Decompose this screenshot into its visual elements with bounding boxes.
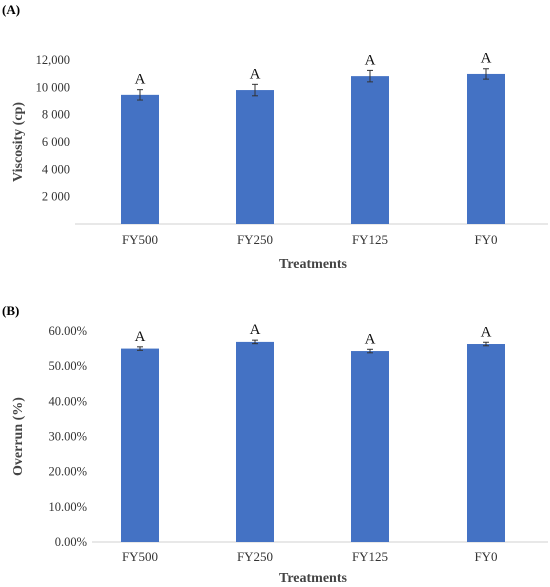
significance-letter: A (481, 51, 492, 67)
category-label: FY500 (122, 232, 158, 247)
y-axis-title: Viscosity (cp) (11, 102, 26, 182)
y-tick-label: 40.00% (48, 394, 87, 408)
y-tick-label: 6 000 (42, 135, 70, 149)
y-axis-title: Overrun (%) (11, 397, 26, 476)
bar (351, 76, 389, 224)
category-label: FY0 (474, 549, 497, 564)
significance-letter: A (365, 331, 376, 347)
category-label: FY250 (237, 549, 273, 564)
panel-label: (A) (2, 2, 20, 17)
bar (121, 94, 159, 224)
bar (467, 73, 505, 224)
significance-letter: A (135, 72, 146, 88)
bar (121, 348, 159, 542)
significance-letter: A (250, 322, 261, 338)
y-tick-label: 0.00% (55, 535, 87, 549)
y-tick-label: 10.00% (48, 500, 87, 514)
y-tick-label: 2 000 (42, 190, 70, 204)
significance-letter: A (135, 329, 146, 345)
bar (236, 341, 274, 542)
category-label: FY500 (122, 549, 158, 564)
category-label: FY125 (352, 232, 388, 247)
x-axis-title: Treatments (279, 257, 347, 272)
significance-letter: A (365, 52, 376, 68)
y-tick-label: 8 000 (42, 108, 70, 122)
bar (236, 90, 274, 224)
y-tick-label: 4 000 (42, 162, 70, 176)
y-tick-label: 12,000 (36, 53, 70, 67)
bar (351, 351, 389, 542)
bar (467, 344, 505, 542)
y-tick-label: 30.00% (48, 430, 87, 444)
significance-letter: A (250, 66, 261, 82)
category-label: FY250 (237, 232, 273, 247)
y-tick-label: 60.00% (48, 324, 87, 338)
y-tick-label: 50.00% (48, 359, 87, 373)
significance-letter: A (481, 324, 492, 340)
y-tick-label: 20.00% (48, 465, 87, 479)
x-axis-title: Treatments (279, 571, 347, 586)
panel-label: (B) (2, 303, 19, 318)
y-tick-label: 10 000 (36, 80, 70, 94)
category-label: FY125 (352, 549, 388, 564)
category-label: FY0 (474, 232, 497, 247)
